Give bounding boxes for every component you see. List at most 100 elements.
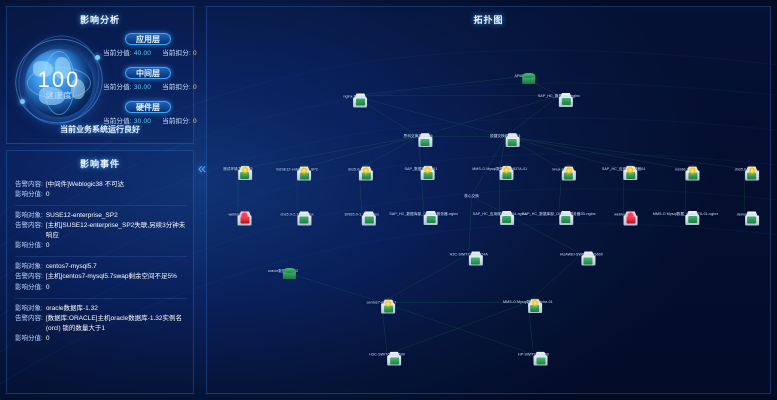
event-content-row: 告警内容: [主机]centos7-mysql5.7swap剩余空间不足5% bbox=[15, 272, 187, 282]
collapse-sidebar-button[interactable]: « bbox=[197, 160, 207, 177]
topology-node[interactable]: demo-ngi bbox=[737, 211, 759, 225]
topology-node[interactable]: DNS5.0-1.162-nginx bbox=[345, 211, 379, 225]
event-score-label: 影响分值: bbox=[15, 283, 43, 291]
topology-node[interactable]: HUAWEI-SWITCH-S5600 bbox=[560, 251, 603, 266]
topology-link-layer bbox=[207, 7, 770, 393]
layer-deduct-value: 0 bbox=[192, 50, 197, 57]
topology-node[interactable]: SAP_HC_应用服务器器04-nginx bbox=[473, 210, 527, 225]
topology-node[interactable]: SAP_数据库应_161 bbox=[404, 166, 438, 181]
topology-node[interactable]: linux-isdn4 bbox=[552, 166, 576, 181]
event-score-label: 影响分值: bbox=[15, 191, 43, 199]
topology-link bbox=[297, 136, 418, 169]
panel-corner bbox=[6, 135, 15, 144]
layer-name-badge: 硬件层 bbox=[125, 101, 171, 113]
topology-node[interactable]: dns5.0-2.11 bbox=[734, 166, 759, 181]
layer-score-label: 当前分值: bbox=[103, 84, 132, 91]
layer-deduct-label: 当前扣分: bbox=[162, 118, 191, 125]
topology-node[interactable]: centos7-mysql5.7 bbox=[367, 299, 397, 314]
panel-corner bbox=[6, 385, 15, 394]
topology-node[interactable]: 测试环境主机-252 bbox=[223, 166, 253, 181]
topology-link bbox=[472, 136, 506, 196]
topology-node-label: 锐捷交换机-S2961 bbox=[490, 134, 521, 139]
topology-node[interactable]: weblogic38 bbox=[228, 211, 252, 225]
topology-node-label: SAP_HC_数据库部_OCCAP服务器-nginx bbox=[389, 211, 459, 216]
topology-node[interactable]: SAP_HC_数据库部_OCCAP服务器2D-nginx bbox=[522, 210, 596, 225]
topology-node-label: linux-isdn4 bbox=[552, 167, 571, 172]
topology-link bbox=[359, 136, 418, 169]
topology-node[interactable]: H3C-SWITCH-S3600 bbox=[369, 351, 405, 366]
topology-node[interactable]: MMS-O Mysql数据_Cache-01 bbox=[503, 299, 553, 314]
event-content-value: [主机]SUSE12-enterprise_SP2失联,另续3分钟未响应 bbox=[45, 222, 186, 240]
panel-corner bbox=[185, 135, 194, 144]
topology-title: 拓扑图 bbox=[473, 15, 504, 25]
event-content-label: 告警内容: bbox=[15, 314, 43, 322]
orbit-dot bbox=[20, 99, 25, 104]
topology-node-label: 测试环境主机-252 bbox=[223, 167, 253, 172]
topology-node[interactable]: dns5.0-2.113_nginx bbox=[281, 211, 314, 225]
event-object-label: 影响对象: bbox=[15, 304, 43, 312]
topology-node-label: MMS-O Mysql数据_OTA837A-01-nginx bbox=[652, 211, 719, 216]
topology-node-label: SAP_HC_数据库部_OCCAP服务器2D-nginx bbox=[522, 211, 596, 216]
topology-node-label: SAP_HC_应用服务器器04 bbox=[601, 167, 646, 172]
list-item[interactable]: 影响对象: oracle数据库-1.32 告警内容: [数据库:ORACLE]主… bbox=[15, 297, 187, 349]
topology-node[interactable]: nosdd-1.233 bbox=[675, 166, 700, 181]
topology-node[interactable]: APM服务 bbox=[515, 73, 536, 84]
topology-node[interactable]: H3C-SWITCH-E5124A bbox=[450, 251, 488, 266]
topology-node[interactable]: SUSE12-enterprise_SP2 bbox=[276, 166, 319, 181]
impact-events-list[interactable]: 告警内容: [中间件]Weblogic38 不可达 影响分值: 0 影响对象: … bbox=[15, 175, 187, 389]
layer-name-badge: 应用层 bbox=[125, 33, 171, 45]
list-item[interactable]: 告警内容: [中间件]Weblogic38 不可达 影响分值: 0 bbox=[15, 175, 187, 205]
event-content-value: [数据库:ORACLE]主机oracle数据库-1.32实例名(orcl) 锁的… bbox=[45, 314, 182, 332]
topology-node[interactable]: MMS-O Mysql数据_OTA837A-01 bbox=[472, 166, 527, 181]
topology-node[interactable]: 锐捷交换机-S2961 bbox=[490, 133, 521, 148]
layer-score-value: 30.00 bbox=[133, 84, 152, 91]
topology-node[interactable]: nginx-1.233 bbox=[343, 93, 368, 108]
event-content-row: 告警内容: [中间件]Weblogic38 不可达 bbox=[15, 180, 187, 190]
topology-node-label: weblogic38 bbox=[228, 212, 248, 216]
event-score-value: 0 bbox=[45, 191, 50, 199]
topology-panel: 拓扑图 APM服务 nginx-1.233 SAP_HC_数据库部-nginx 思科交… bbox=[206, 6, 771, 394]
event-object-value: centos7-mysql5.7 bbox=[45, 263, 97, 271]
event-content-label: 告警内容: bbox=[15, 273, 43, 281]
topology-link bbox=[469, 196, 472, 254]
event-content-row: 告警内容: [数据库:ORACLE]主机oracle数据库-1.32实例名(or… bbox=[15, 314, 187, 334]
topology-node[interactable]: SAP_HC_数据库部_OCCAP服务器-nginx bbox=[389, 210, 459, 225]
topology-node-label: APM服务 bbox=[515, 74, 530, 79]
impact-analysis-panel: 影响分析 100 健康度 应用层 当前分值: 40.00 当前扣分: 0 bbox=[2, 6, 197, 144]
topology-node[interactable]: SAP_HC_数据库部-nginx bbox=[538, 92, 580, 107]
topology-node[interactable]: SAP_HC_应用服务器器04 bbox=[601, 166, 646, 181]
panel-corner bbox=[6, 6, 15, 15]
topology-node[interactable]: 思科交换机-CX96 bbox=[404, 133, 433, 148]
topology-link bbox=[382, 254, 469, 302]
topology-node-label: oracle数据库-1.32 bbox=[268, 269, 298, 274]
event-content-label: 告警内容: bbox=[15, 181, 43, 188]
topology-node-label: SAP_数据库应_161 bbox=[404, 167, 438, 172]
topology-node-label: nosdd-1.233 bbox=[675, 167, 697, 172]
layer-middleware: 中间层 当前分值: 30.00 当前扣分: 0 bbox=[103, 67, 197, 91]
topology-node[interactable]: dns5.0-1.162 bbox=[348, 166, 373, 181]
topology-node-label: dns5.0-2.11 bbox=[734, 167, 755, 172]
layer-values: 当前分值: 30.00 当前扣分: 0 bbox=[103, 115, 197, 125]
event-content-row: 告警内容: [主机]SUSE12-enterprise_SP2失联,另续3分钟未… bbox=[15, 221, 187, 241]
topology-node[interactable]: 核心交换 bbox=[464, 193, 479, 199]
event-score-row: 影响分值: 0 bbox=[15, 334, 187, 344]
list-item[interactable]: 影响对象: SUSE12-enterprise_SP2 告警内容: [主机]SU… bbox=[15, 205, 187, 256]
event-object-value: SUSE12-enterprise_SP2 bbox=[45, 212, 118, 220]
event-object-row: 影响对象: centos7-mysql5.7 bbox=[15, 262, 187, 272]
topology-node-label: weblogic56 bbox=[614, 212, 634, 216]
list-item[interactable]: 影响对象: centos7-mysql5.7 告警内容: [主机]centos7… bbox=[15, 256, 187, 297]
event-object-value: oracle数据库-1.32 bbox=[45, 304, 98, 312]
topology-node[interactable]: weblogic56 bbox=[614, 211, 638, 225]
panel-corner bbox=[185, 6, 194, 15]
topology-node[interactable]: HP-SWITCH-2650 bbox=[518, 351, 549, 366]
topology-link bbox=[283, 271, 382, 302]
topology-node-label: nginx-1.233 bbox=[343, 94, 364, 99]
layer-score-label: 当前分值: bbox=[103, 50, 132, 57]
topology-node-label: SUSE12-enterprise_SP2 bbox=[276, 167, 319, 172]
topology-node[interactable]: MMS-O Mysql数据_OTA837A-01-nginx bbox=[652, 210, 719, 225]
system-status-text: 当前业务系统运行良好 bbox=[60, 125, 140, 134]
layer-deduct-value: 0 bbox=[192, 84, 197, 91]
layer-score-label: 当前分值: bbox=[103, 118, 132, 125]
topology-node[interactable]: oracle数据库-1.32 bbox=[268, 268, 298, 279]
panel-corner bbox=[6, 150, 15, 159]
